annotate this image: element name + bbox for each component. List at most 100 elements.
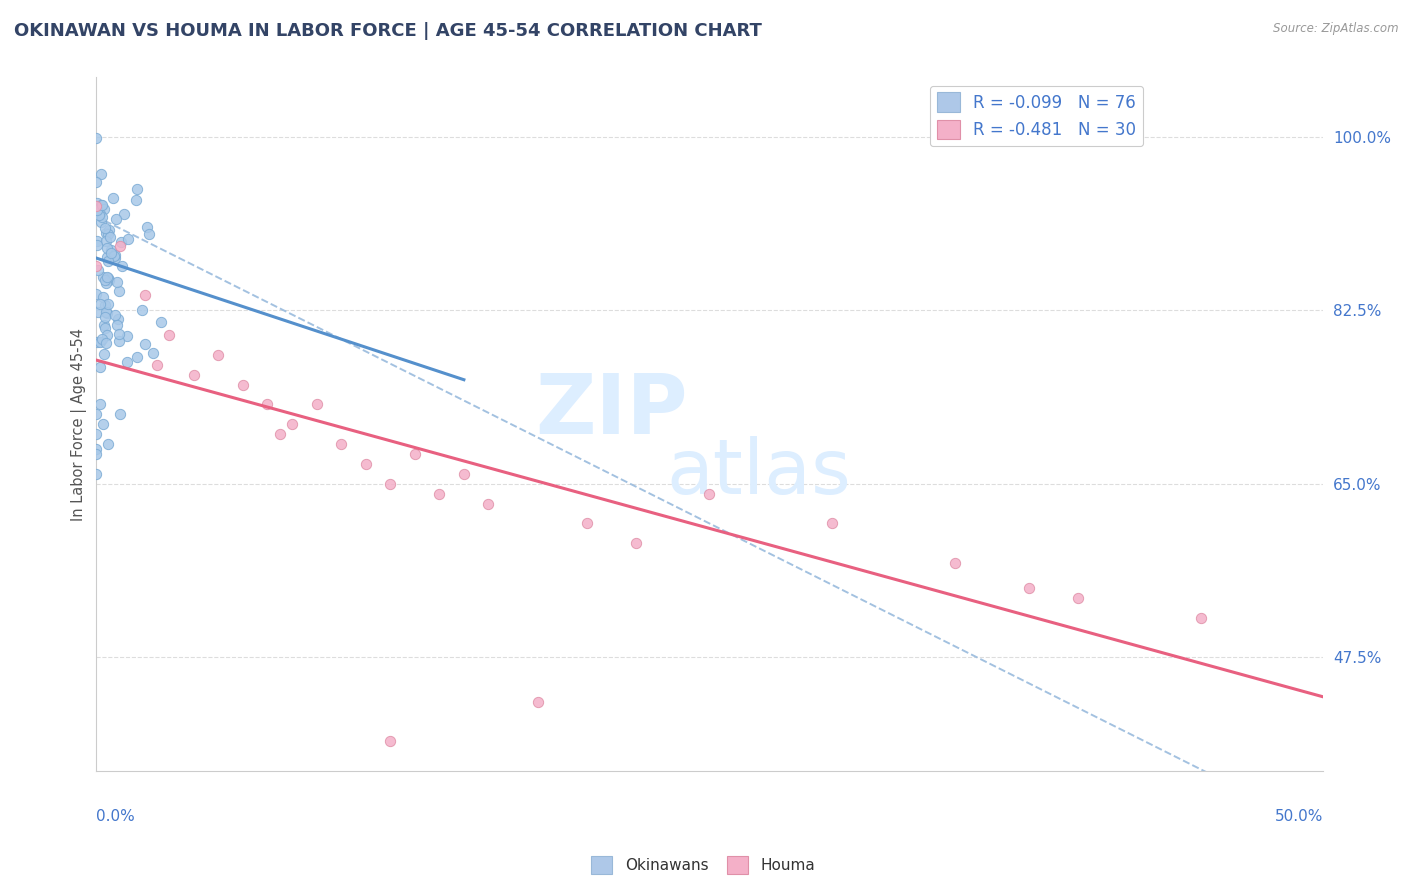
Point [97,297,120,311]
Point [84,427,107,442]
Point [624,536,647,550]
Point [96,250,118,264]
Point [103,249,125,263]
Point [84,259,107,273]
Point [97,227,120,241]
Point [134,288,156,302]
Point [150,315,173,329]
Point [96,270,118,285]
Legend: Okinawans, Houma: Okinawans, Houma [585,850,821,880]
Point [453,467,475,481]
Point [91,210,114,224]
Point [134,336,156,351]
Point [93,347,115,361]
Point [108,408,131,422]
Point [100,246,122,260]
Point [108,327,131,342]
Point [103,248,125,262]
Point [107,334,129,349]
Point [404,447,426,461]
Point [330,437,353,451]
Point [96,270,118,285]
Point [136,219,159,234]
Point [354,457,377,471]
Point [87,304,110,318]
Point [94,221,117,235]
Point [96,241,118,255]
Point [90,333,112,347]
Point [89,397,111,411]
Point [232,377,254,392]
Point [117,232,139,246]
Point [96,234,118,248]
Text: 50.0%: 50.0% [1275,809,1323,824]
Text: ZIP: ZIP [534,370,688,451]
Point [112,207,135,221]
Point [84,408,107,422]
Point [90,198,112,212]
Point [94,276,117,290]
Point [84,467,107,481]
Point [89,207,111,221]
Point [943,556,966,570]
Point [281,417,304,432]
Point [84,199,107,213]
Point [90,198,112,212]
Point [94,298,117,312]
Point [380,734,402,748]
Point [89,360,111,375]
Point [96,328,118,343]
Point [93,318,115,332]
Point [269,427,291,442]
Point [94,305,117,319]
Point [89,334,111,349]
Point [104,309,127,323]
Point [142,346,165,360]
Point [821,516,844,531]
Point [97,253,120,268]
Point [91,290,114,304]
Point [87,263,110,277]
Point [107,275,129,289]
Point [94,273,117,287]
Point [86,195,108,210]
Point [107,312,129,326]
Point [256,397,278,411]
Text: 0.0%: 0.0% [96,809,135,824]
Point [100,243,122,257]
Point [110,235,132,249]
Point [105,318,128,332]
Point [94,320,117,334]
Point [98,223,121,237]
Text: OKINAWAN VS HOUMA IN LABOR FORCE | AGE 45-54 CORRELATION CHART: OKINAWAN VS HOUMA IN LABOR FORCE | AGE 4… [14,22,762,40]
Point [138,227,160,242]
Point [86,234,108,248]
Point [1067,591,1090,605]
Y-axis label: In Labor Force | Age 45-54: In Labor Force | Age 45-54 [72,328,87,521]
Point [104,251,127,265]
Point [1018,581,1040,595]
Point [97,437,120,451]
Text: atlas: atlas [666,436,851,510]
Point [84,131,107,145]
Point [94,226,117,240]
Point [108,284,131,298]
Point [115,329,138,343]
Point [699,486,721,500]
Point [84,287,107,301]
Point [305,397,328,411]
Point [207,348,229,362]
Point [90,215,112,229]
Point [98,229,121,244]
Point [101,191,124,205]
Point [110,259,132,273]
Point [105,212,128,227]
Point [477,497,499,511]
Point [93,269,115,284]
Point [146,358,169,372]
Point [183,368,205,382]
Point [108,239,131,253]
Point [84,442,107,456]
Point [86,202,108,217]
Point [97,273,120,287]
